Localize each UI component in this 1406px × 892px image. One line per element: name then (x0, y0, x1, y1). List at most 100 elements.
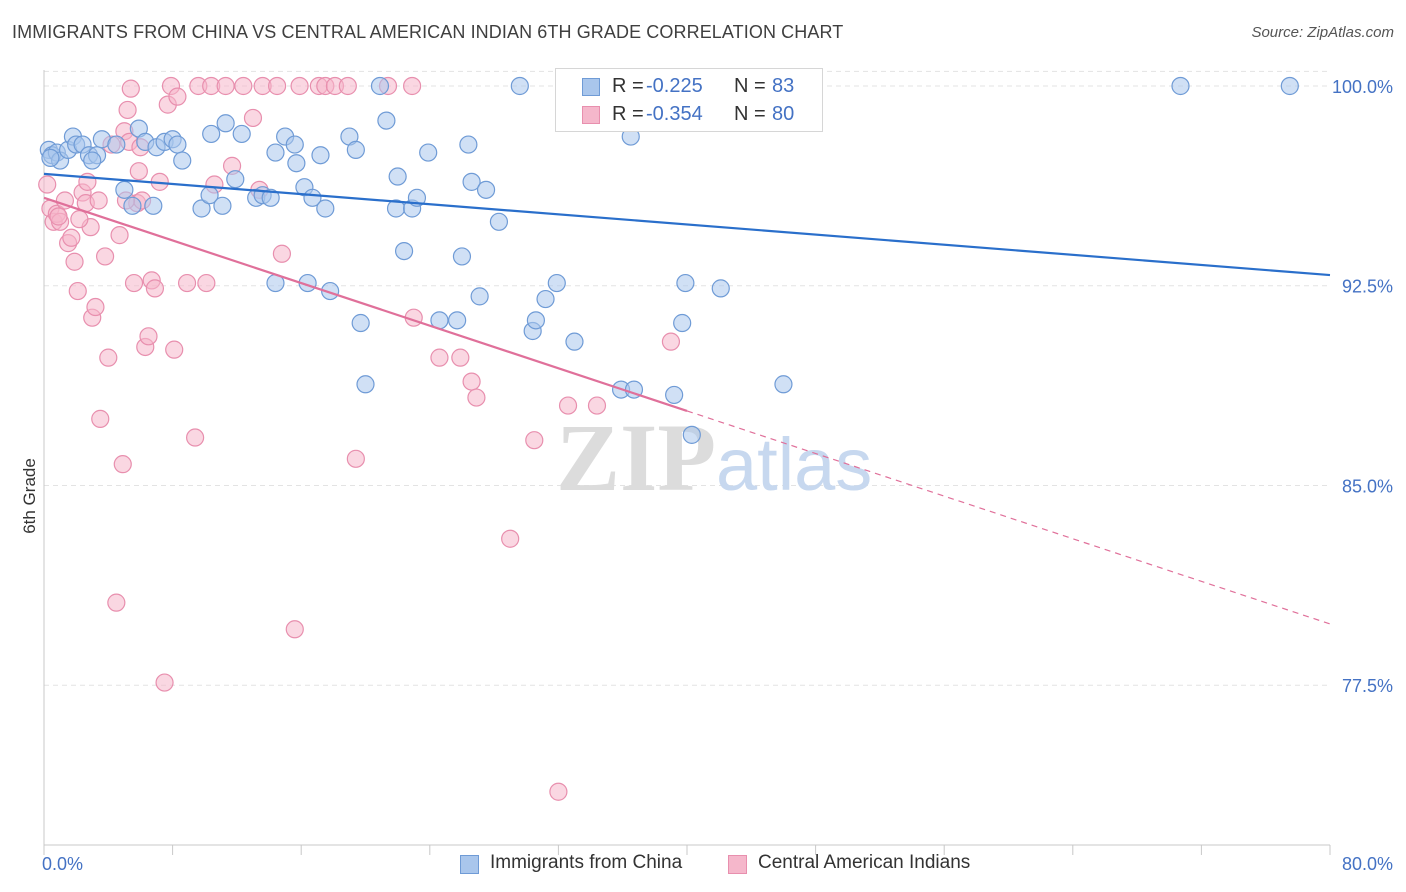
data-point-central-american (403, 76, 422, 96)
legend-swatch-pink (582, 106, 600, 124)
chart-title: IMMIGRANTS FROM CHINA VS CENTRAL AMERICA… (12, 22, 844, 42)
data-point-central-american (234, 76, 253, 96)
x-tick-label: 80.0% (1342, 854, 1393, 874)
data-point-china (673, 313, 692, 333)
data-point-central-american (121, 79, 140, 98)
data-point-china (316, 199, 335, 218)
data-point-china (470, 287, 489, 306)
data-point-china (285, 135, 304, 154)
data-point-china (351, 313, 370, 333)
y-axis-label: 6th Grade (20, 458, 39, 534)
legend-row-china: R = -0.225 N = 83 (556, 73, 822, 101)
data-point-central-american (113, 455, 132, 474)
data-point-china (311, 146, 330, 165)
data-point-china (536, 289, 555, 309)
data-point-central-american (168, 87, 187, 106)
watermark-atlas: atlas (716, 423, 872, 506)
data-point-central-american (70, 210, 89, 229)
data-point-central-american (95, 247, 115, 266)
data-point-china (452, 247, 472, 266)
x-tick-label: 0.0% (42, 854, 83, 874)
data-point-central-american (197, 273, 216, 293)
data-point-central-american (155, 673, 174, 692)
data-point-central-american (89, 191, 108, 210)
data-point-central-american (186, 428, 205, 447)
data-point-china (459, 135, 478, 154)
legend-n-label: N = (734, 75, 766, 97)
data-point-china (1280, 76, 1299, 96)
data-point-china (321, 281, 340, 301)
data-point-china (462, 172, 481, 191)
data-point-china (676, 273, 695, 293)
trend-line-central-american-extension (686, 410, 1331, 625)
data-point-china (711, 279, 730, 298)
series-legend: Immigrants from China Central American I… (0, 852, 1406, 878)
data-point-china (41, 148, 60, 167)
data-point-central-american (467, 388, 486, 407)
legend-r-value: -0.225 (646, 75, 703, 97)
data-point-central-american (216, 76, 235, 96)
data-point-central-american (62, 228, 81, 247)
y-tick-labels: 77.5% 85.0% 92.5% 100.0% (1332, 77, 1393, 696)
watermark-zip: ZIP (556, 404, 716, 511)
data-point-central-american (99, 348, 118, 367)
data-point-china (370, 76, 390, 96)
y-tick-label: 100.0% (1332, 77, 1393, 97)
data-point-central-american (68, 281, 87, 301)
data-point-china (665, 385, 684, 405)
data-point-central-american (110, 226, 129, 245)
data-point-china (287, 154, 306, 173)
data-point-central-american (139, 327, 158, 346)
data-point-china (168, 135, 187, 154)
data-point-china (261, 188, 280, 207)
legend-swatch-pink (728, 855, 747, 874)
data-point-china (115, 180, 134, 199)
legend-r-value: -0.354 (646, 103, 703, 125)
data-point-china (476, 180, 496, 199)
y-tick-label: 85.0% (1342, 476, 1393, 496)
data-point-central-american (285, 620, 304, 639)
data-point-china (356, 375, 375, 394)
data-point-china (107, 135, 126, 154)
data-point-china (173, 151, 192, 170)
source-label: Source: ZipAtlas.com (1251, 24, 1394, 41)
series-central-american-indians (38, 76, 681, 801)
data-point-central-american (430, 348, 449, 367)
data-point-china (448, 311, 467, 330)
data-point-central-american (525, 431, 544, 450)
data-point-central-american (65, 252, 84, 271)
y-tick-label: 77.5% (1342, 676, 1393, 696)
data-point-china (83, 151, 102, 170)
data-point-central-american (165, 340, 184, 359)
x-tick-labels: 0.0% 80.0% (42, 854, 1393, 874)
data-point-china (510, 76, 529, 96)
data-point-china (394, 241, 414, 261)
data-point-central-american (338, 76, 357, 96)
trend-line-central-american (43, 196, 688, 412)
trend-line-china (43, 172, 1331, 277)
data-point-china (232, 124, 251, 144)
data-point-central-american (118, 100, 137, 120)
axes (43, 70, 1331, 855)
data-point-china (213, 196, 232, 215)
data-point-china (774, 375, 793, 394)
data-point-china (526, 311, 545, 330)
data-point-central-american (124, 273, 144, 293)
legend-row-central-american: R = -0.354 N = 80 (556, 101, 822, 129)
data-point-central-american (243, 108, 263, 128)
data-point-central-american (86, 297, 105, 317)
data-point-china (226, 170, 245, 189)
data-point-china (388, 167, 407, 186)
data-point-central-american (451, 348, 470, 367)
legend-r-label: R = (612, 103, 644, 125)
data-point-china (202, 124, 221, 144)
data-point-china (1171, 76, 1190, 96)
data-point-central-american (107, 593, 126, 612)
data-point-central-american (129, 162, 148, 181)
data-point-china (682, 425, 701, 444)
data-point-central-american (462, 372, 481, 391)
legend-swatch-blue (460, 855, 479, 874)
legend-swatch-blue (582, 78, 600, 96)
data-point-central-american (346, 449, 365, 468)
